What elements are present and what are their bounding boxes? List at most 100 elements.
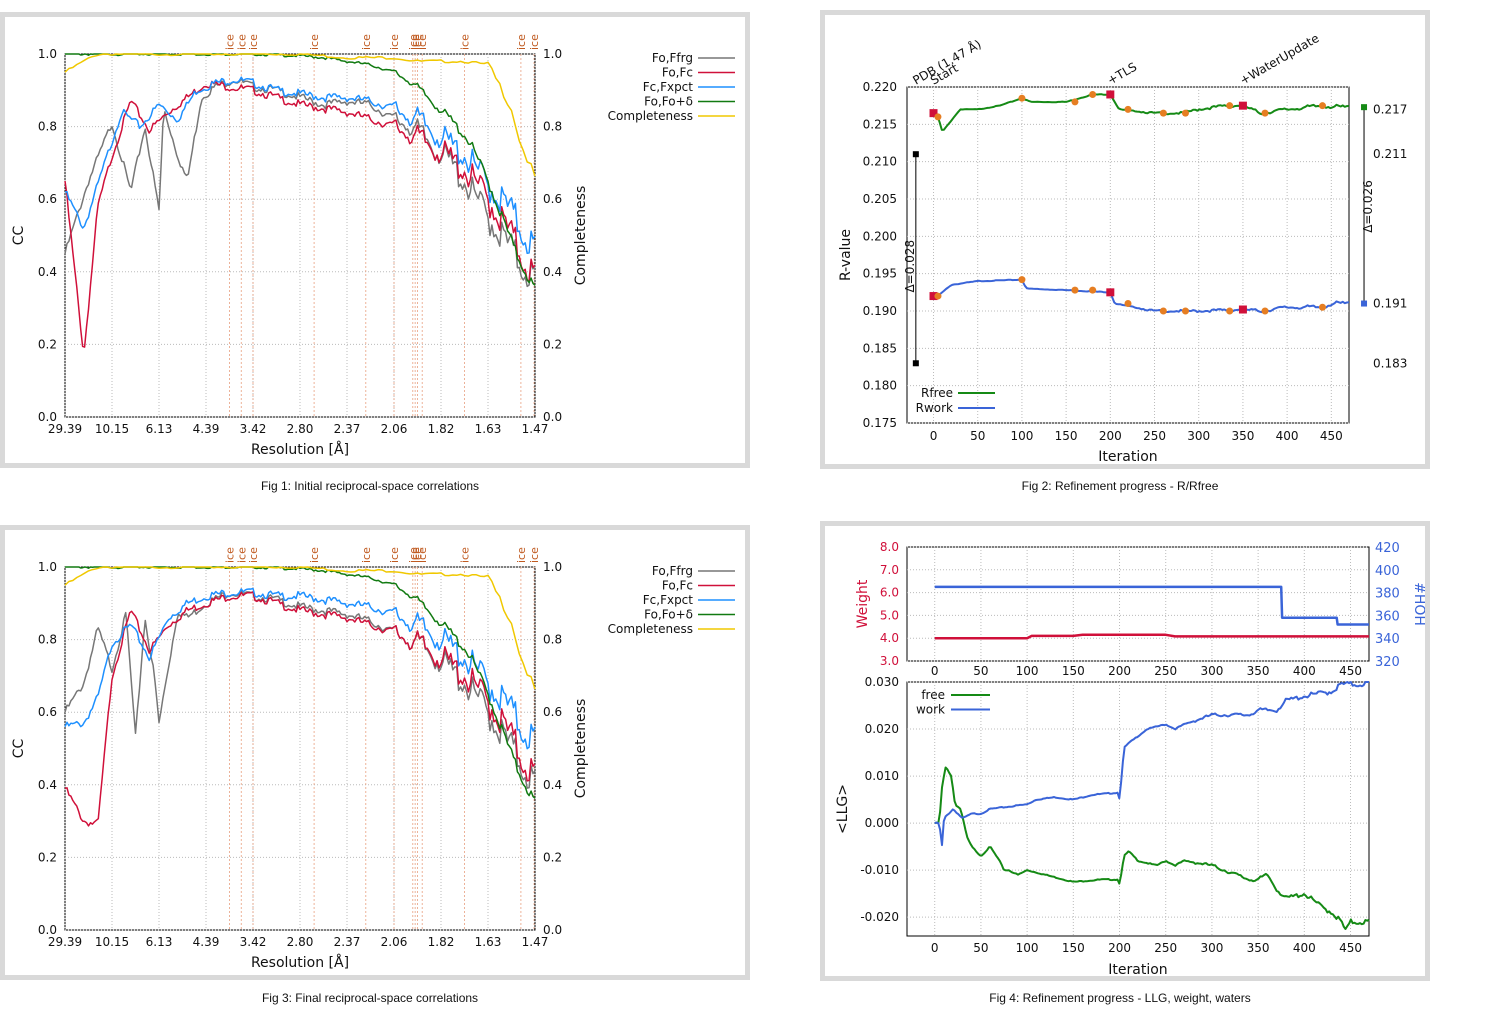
y2-tick-label: 0.2 xyxy=(543,337,562,351)
x-tick-label: 2.80 xyxy=(287,422,314,436)
weight-axis-label: Weight xyxy=(855,579,871,628)
right-value-label: 0.211 xyxy=(1373,147,1407,161)
y-tick-label: 0.190 xyxy=(863,304,897,318)
ice-ring-label: ice xyxy=(409,547,422,563)
legend-label: Fo,Ffrg xyxy=(652,51,693,65)
x-axis-label: Iteration xyxy=(1098,449,1157,464)
x-tick-label: 6.13 xyxy=(146,422,173,436)
ice-ring-label: ice xyxy=(224,547,237,563)
top-x-tick-label: 450 xyxy=(1339,664,1362,678)
ice-ring-label: ice xyxy=(235,34,248,50)
legend-label: Rfree xyxy=(921,386,953,400)
hoh-tick-label: 400 xyxy=(1375,564,1400,579)
hoh-tick-label: 360 xyxy=(1375,609,1400,624)
x-tick-label: 4.39 xyxy=(193,422,220,436)
x-tick-label: 10.15 xyxy=(95,935,129,949)
legend-label: Fo,Fo+δ xyxy=(644,95,693,109)
macro-cycle-marker xyxy=(1181,307,1189,315)
checkpoint-marker xyxy=(929,292,938,301)
x-tick-label: 200 xyxy=(1099,429,1122,443)
y-tick-label: 0.4 xyxy=(38,265,57,279)
x-tick-label: 300 xyxy=(1200,941,1223,955)
y-axis-label: CC xyxy=(11,739,27,759)
ice-ring-label: ice xyxy=(528,547,541,563)
macro-cycle-marker xyxy=(1226,307,1234,315)
y-tick-label: 0.8 xyxy=(38,633,57,647)
x-tick-label: 250 xyxy=(1143,429,1166,443)
y-tick-label: 0.2 xyxy=(38,850,57,864)
x-tick-label: 29.39 xyxy=(48,422,82,436)
weight-tick-label: 8.0 xyxy=(880,540,899,554)
legend-label: Fc,Fxpct xyxy=(643,80,694,94)
ice-ring-label: ice xyxy=(388,34,401,50)
right-value-label: 0.217 xyxy=(1373,102,1407,116)
fig4-chart: 0 50 100 150 200 250 300 350 400 450 3.0 4.0 5.0 6.0 7… xyxy=(835,540,1425,976)
fig2-chart: 0 50 100 150 200 250 300 350 400 450 0.175 0.180 0.1… xyxy=(838,31,1407,464)
y-tick-label: 0.0 xyxy=(38,923,57,937)
macro-cycle-marker xyxy=(1089,90,1097,98)
x-tick-label: 1.47 xyxy=(522,935,549,949)
x-tick-label: 350 xyxy=(1247,941,1270,955)
weight-tick-label: 3.0 xyxy=(880,654,899,668)
x-tick-label: 100 xyxy=(1010,429,1033,443)
legend-label: work xyxy=(916,703,945,717)
y2-tick-label: 0.4 xyxy=(543,778,562,792)
macro-cycle-marker xyxy=(934,113,942,121)
ice-ring-label: ice xyxy=(308,547,321,563)
y2-tick-label: 0.2 xyxy=(543,850,562,864)
x-tick-label: 300 xyxy=(1187,429,1210,443)
x-tick-label: 400 xyxy=(1293,941,1316,955)
ice-ring-label: ice xyxy=(416,34,429,50)
ice-ring-label: ice xyxy=(360,547,373,563)
macro-cycle-marker xyxy=(934,292,942,300)
top-x-tick-label: 250 xyxy=(1154,664,1177,678)
ice-ring-label: ice xyxy=(235,547,248,563)
fig4-panel: 0 50 100 150 200 250 300 350 400 450 3.0 4.0 5.0 6.0 7… xyxy=(820,521,1430,981)
checkpoint-marker xyxy=(929,109,938,118)
series-line-0 xyxy=(932,93,1350,131)
macro-cycle-marker xyxy=(1159,307,1167,315)
y2-tick-label: 0.6 xyxy=(543,705,562,719)
fig3-panel: 29.39 10.15 6.13 4.39 3.42 2.80 2.37 2.06 1.82 1.… xyxy=(0,525,750,980)
left-delta-bottom-marker xyxy=(912,360,919,367)
checkpoint-marker xyxy=(1106,90,1115,99)
hoh-tick-label: 320 xyxy=(1375,655,1400,670)
macro-cycle-marker xyxy=(1124,300,1132,308)
y-tick-label: 0.210 xyxy=(863,155,897,169)
y-tick-label: 1.0 xyxy=(38,47,57,61)
y-tick-label: -0.010 xyxy=(860,863,899,877)
x-tick-label: 2.06 xyxy=(381,935,408,949)
y-axis-label: R-value xyxy=(838,229,854,281)
ice-ring-label: ice xyxy=(412,547,425,563)
series-line-4 xyxy=(64,566,536,690)
y-tick-label: 0.4 xyxy=(38,778,57,792)
legend-label: Fo,Ffrg xyxy=(652,564,693,578)
top-x-tick-label: 300 xyxy=(1200,664,1223,678)
series-line-4 xyxy=(64,53,536,177)
y2-tick-label: 0.0 xyxy=(543,410,562,424)
series-line-1 xyxy=(64,80,536,348)
ice-ring-label: ice xyxy=(459,34,472,50)
y2-tick-label: 0.4 xyxy=(543,265,562,279)
y-tick-label: 0.185 xyxy=(863,341,897,355)
y-tick-label: 0.0 xyxy=(38,410,57,424)
legend-label: Completeness xyxy=(608,109,693,123)
ice-ring-label: ice xyxy=(412,34,425,50)
right-value-label: 0.191 xyxy=(1373,297,1407,311)
right-delta-bottom-marker xyxy=(1361,300,1368,307)
macro-cycle-marker xyxy=(1181,109,1189,117)
x-tick-label: 4.39 xyxy=(193,935,220,949)
y-tick-label: 0.020 xyxy=(865,722,899,736)
macro-cycle-marker xyxy=(1318,303,1326,311)
series-line-1 xyxy=(934,681,1369,847)
y-tick-label: 0.215 xyxy=(863,117,897,131)
ice-ring-label: ice xyxy=(388,547,401,563)
macro-cycle-marker xyxy=(1226,102,1234,110)
weight-tick-label: 4.0 xyxy=(880,631,899,645)
ice-ring-label: ice xyxy=(528,34,541,50)
y2-axis-label: Completeness xyxy=(573,186,589,286)
fig3-caption: Fig 3: Final reciprocal-space correlatio… xyxy=(261,991,479,1005)
x-tick-label: 100 xyxy=(1016,941,1039,955)
top-series-line-1 xyxy=(934,585,1369,626)
x-tick-label: 400 xyxy=(1276,429,1299,443)
